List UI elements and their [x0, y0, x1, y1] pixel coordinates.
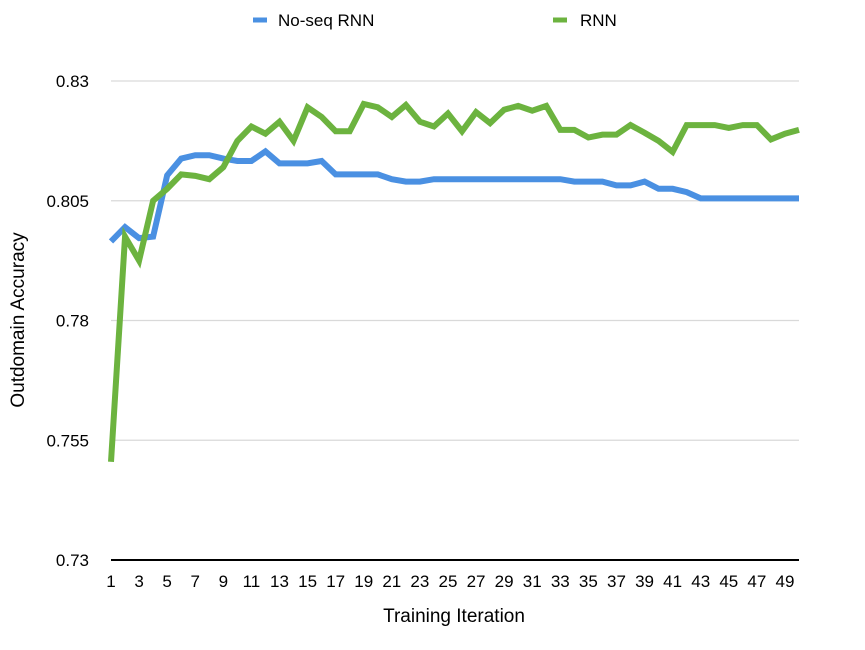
- x-tick-label: 19: [354, 572, 373, 591]
- x-tick-label: 39: [635, 572, 654, 591]
- x-tick-label: 23: [410, 572, 429, 591]
- x-tick-label: 29: [495, 572, 514, 591]
- x-tick-label: 37: [607, 572, 626, 591]
- x-tick-label: 11: [243, 572, 261, 591]
- x-tick-label: 41: [663, 572, 682, 591]
- legend-label: RNN: [580, 11, 617, 30]
- x-tick-label: 33: [551, 572, 570, 591]
- y-tick-label: 0.755: [46, 431, 89, 450]
- x-tick-label: 25: [439, 572, 458, 591]
- x-tick-label: 3: [134, 572, 143, 591]
- x-tick-label: 5: [162, 572, 171, 591]
- series-line-rnn: [108, 100, 800, 462]
- x-axis-title: Training Iteration: [383, 606, 525, 627]
- y-tick-label: 0.78: [56, 312, 89, 331]
- x-axis-ticks: 1 3 5 7 9 11 13 15 17 19 21 23 25 27 29 31 33 35 37 39 41 43 4…: [106, 572, 794, 591]
- legend: No-seq RNN RNN: [253, 11, 617, 30]
- y-axis-ticks: 0.73 0.755 0.78 0.805 0.83: [46, 72, 89, 570]
- x-tick-label: 7: [191, 572, 200, 591]
- x-tick-label: 13: [270, 572, 289, 591]
- y-tick-label: 0.805: [46, 192, 89, 211]
- gridlines: [111, 80, 799, 561]
- x-tick-label: 21: [382, 572, 401, 591]
- x-tick-label: 45: [719, 572, 738, 591]
- x-tick-label: 17: [326, 572, 345, 591]
- x-tick-label: 43: [691, 572, 710, 591]
- y-tick-label: 0.73: [56, 551, 89, 570]
- x-tick-label: 9: [219, 572, 228, 591]
- legend-label: No-seq RNN: [278, 11, 374, 30]
- series-lines: [108, 100, 800, 462]
- x-tick-label: 47: [747, 572, 766, 591]
- x-tick-label: 15: [298, 572, 317, 591]
- x-tick-label: 1: [106, 572, 115, 591]
- x-tick-label: 35: [579, 572, 598, 591]
- series-line-no-seq-rnn: [108, 147, 799, 244]
- y-tick-label: 0.83: [56, 72, 89, 91]
- y-axis-title: Outdomain Accuracy: [8, 232, 29, 408]
- x-tick-label: 27: [467, 572, 486, 591]
- x-tick-label: 49: [775, 572, 794, 591]
- x-tick-label: 31: [523, 572, 542, 591]
